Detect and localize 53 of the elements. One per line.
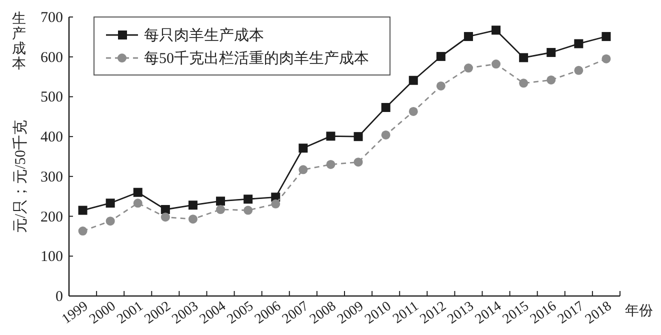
- y-tick-label: 0: [56, 289, 63, 305]
- point: [78, 206, 88, 215]
- point: [326, 160, 336, 169]
- point: [574, 39, 584, 48]
- point: [298, 165, 308, 174]
- x-tick-label: 2018: [582, 298, 615, 328]
- point: [519, 78, 528, 88]
- point: [602, 32, 611, 42]
- point: [464, 64, 473, 73]
- point: [408, 76, 418, 85]
- point: [519, 53, 528, 62]
- point: [244, 206, 253, 215]
- point: [160, 212, 170, 222]
- point: [160, 205, 170, 214]
- point: [381, 130, 390, 140]
- legend-label: 每50千克出栏活重的肉羊生产成本: [144, 50, 369, 67]
- point: [244, 194, 253, 204]
- point: [133, 198, 142, 208]
- y-tick-label: 200: [40, 209, 63, 226]
- point: [546, 48, 556, 57]
- point: [188, 214, 198, 224]
- point: [133, 188, 142, 197]
- x-axis-title: 年份: [625, 303, 653, 319]
- point: [298, 144, 308, 153]
- y-axis-title: 生产成本: [12, 11, 26, 72]
- point: [381, 102, 390, 112]
- y-tick-label: 600: [40, 50, 63, 66]
- point: [492, 26, 501, 35]
- text: 元/只；元/50千克: [12, 120, 29, 234]
- point: [271, 199, 280, 208]
- point: [574, 66, 584, 75]
- point: [354, 132, 363, 142]
- point: [106, 198, 115, 208]
- point: [602, 54, 611, 64]
- point: [492, 60, 501, 69]
- point: [78, 226, 88, 236]
- y-tick-label: 300: [40, 169, 63, 186]
- point: [436, 81, 446, 90]
- y-tick-label: 100: [40, 249, 63, 266]
- point: [464, 32, 473, 42]
- point: [326, 132, 336, 141]
- y-tick-label: 700: [40, 10, 63, 26]
- y-tick-label: 500: [40, 90, 63, 106]
- point: [354, 158, 363, 167]
- point: [408, 106, 418, 116]
- point: [546, 75, 556, 84]
- point: [106, 216, 115, 226]
- point: [188, 200, 198, 210]
- y-tick-label: 400: [40, 130, 63, 146]
- point: [216, 196, 226, 206]
- point: [436, 52, 446, 61]
- point: [216, 205, 226, 214]
- legend-label: 每只肉羊生产成本: [144, 27, 264, 44]
